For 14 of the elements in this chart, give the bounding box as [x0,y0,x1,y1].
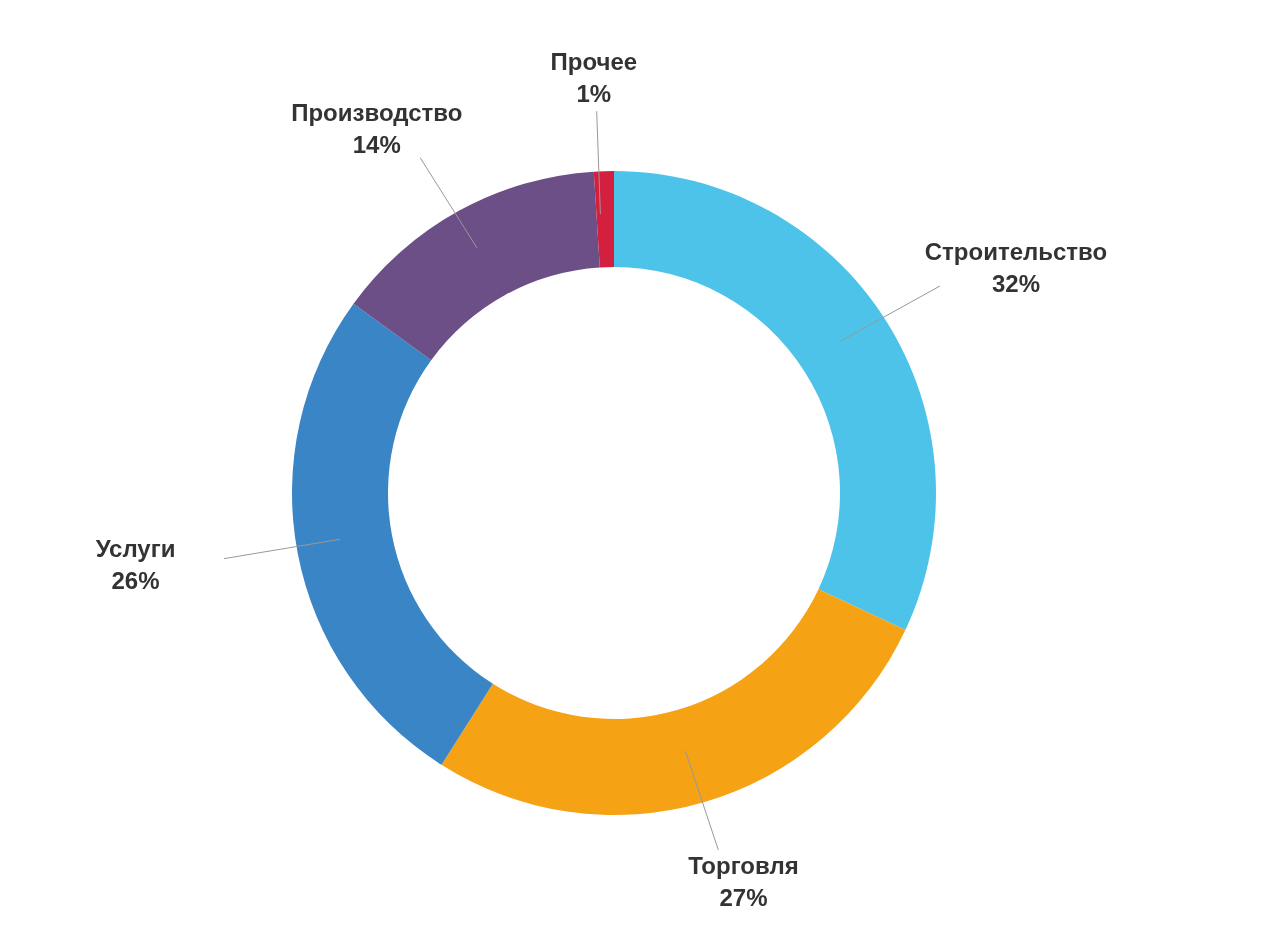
slice-label: Прочее [550,48,638,76]
data-label: 1% [576,80,612,108]
slice-label: Торговля [688,851,799,879]
data-label: 32% [991,270,1040,298]
data-label: 26% [111,566,160,594]
donut-slice [593,171,614,268]
slice-label: Производство [291,98,463,126]
data-label: 27% [719,883,768,911]
data-label: 14% [352,130,401,158]
donut-slice [441,589,906,815]
donut-slice [353,171,600,361]
donut-slice [292,303,493,765]
slice-label: Строительство [924,238,1108,266]
slice-label: Услуги [95,534,176,562]
